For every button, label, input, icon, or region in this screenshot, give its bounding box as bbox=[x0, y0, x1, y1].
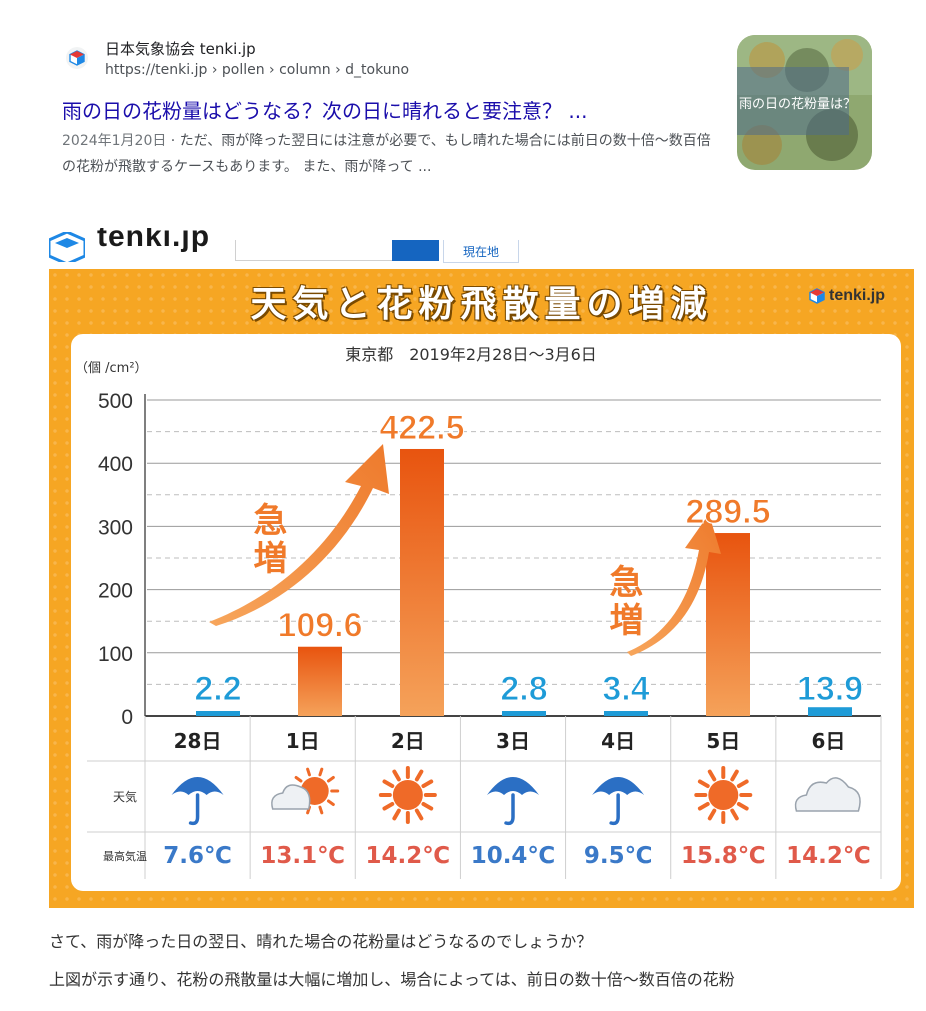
x-category-label: 1日 bbox=[286, 729, 320, 753]
site-name[interactable]: 日本気象協会 tenki.jp bbox=[105, 40, 256, 58]
x-category-label: 5日 bbox=[706, 729, 740, 753]
tenki-logo-text: tenki.jp bbox=[97, 228, 211, 253]
max-temp-value: 15.8℃ bbox=[681, 843, 766, 869]
y-tick-label: 300 bbox=[98, 516, 133, 539]
sun-icon bbox=[694, 766, 753, 824]
max-temp-value: 9.5℃ bbox=[584, 843, 653, 869]
y-tick-label: 200 bbox=[98, 580, 133, 603]
x-category-label: 2日 bbox=[391, 729, 425, 753]
bar-5日 bbox=[706, 533, 750, 716]
site-favicon-icon[interactable] bbox=[66, 47, 88, 69]
umbrella-icon bbox=[487, 777, 539, 826]
surge-arrow bbox=[209, 444, 389, 626]
y-tick-label: 400 bbox=[98, 453, 133, 476]
value-label: 3.4 bbox=[602, 670, 649, 708]
bar-6日 bbox=[808, 707, 852, 716]
cloud-sun-icon bbox=[271, 767, 340, 815]
surge-label: 急増 bbox=[247, 502, 287, 578]
infographic-brand: tenki.jp bbox=[809, 287, 885, 305]
y-tick-label: 0 bbox=[121, 706, 133, 729]
max-temp-value: 13.1℃ bbox=[260, 843, 345, 869]
chart-card: 東京都 2019年2月28日〜3月6日 （個 /cm²） 0 100 200 300 4… bbox=[71, 334, 901, 891]
umbrella-icon bbox=[592, 777, 645, 826]
result-title-link[interactable]: 雨の日の花粉量はどうなる？次の日に晴れると要注意？ ... bbox=[62, 99, 588, 123]
infographic-title: 天気と花粉飛散量の増減 bbox=[250, 284, 713, 325]
embedded-search-input[interactable] bbox=[235, 240, 393, 261]
brand-text: tenki.jp bbox=[829, 287, 886, 304]
article-line-1: さて、雨が降った日の翌日、晴れた場合の花粉量はどうなるのでしょうか？ bbox=[49, 932, 593, 951]
value-label: 422.5 bbox=[379, 409, 464, 447]
result-snippet: 2024年1月20日 · ただ、雨が降った翌日には注意が必要で、もし晴れた場合に… bbox=[62, 128, 722, 180]
y-tick-label: 500 bbox=[98, 390, 133, 413]
y-axis-unit: （個 /cm²） bbox=[75, 361, 148, 376]
x-category-label: 28日 bbox=[174, 729, 222, 753]
thumbnail-caption: 雨の日の花粉量は？ bbox=[739, 97, 857, 112]
sun-icon bbox=[378, 766, 437, 824]
article-line-2: 上図が示す通り、花粉の飛散量は大幅に増加し、場合によっては、前日の数十倍〜数百倍… bbox=[49, 970, 735, 989]
max-temp-value: 14.2℃ bbox=[366, 843, 451, 869]
result-date: 2024年1月20日 bbox=[62, 133, 167, 149]
search-result: 日本気象協会 tenki.jp https://tenki.jp › polle… bbox=[0, 0, 926, 200]
bar-2日 bbox=[400, 448, 444, 716]
value-label: 2.8 bbox=[500, 670, 547, 708]
pollen-bar-chart: 東京都 2019年2月28日〜3月6日 （個 /cm²） 0 100 200 300 4… bbox=[75, 345, 882, 879]
pollen-infographic: 天気と花粉飛散量の増減 tenki.jp 東京都 2019年2月28日〜3月6日… bbox=[49, 269, 914, 908]
y-tick-label: 100 bbox=[98, 643, 133, 666]
embedded-search-button[interactable] bbox=[392, 240, 439, 261]
bar-3日 bbox=[502, 711, 546, 716]
cloud-icon bbox=[794, 777, 861, 812]
embedded-header-strip: tenki.jp 現在地 bbox=[49, 228, 529, 266]
value-label: 2.2 bbox=[194, 670, 241, 708]
tenki-logo-icon bbox=[49, 230, 87, 266]
value-label: 13.9 bbox=[797, 670, 863, 708]
max-temp-value: 10.4℃ bbox=[471, 843, 556, 869]
bar-1日 bbox=[298, 646, 342, 716]
brand-logo-icon bbox=[809, 288, 825, 304]
chart-subtitle: 東京都 2019年2月28日〜3月6日 bbox=[345, 345, 597, 364]
bar-4日 bbox=[604, 711, 648, 716]
x-category-label: 3日 bbox=[496, 729, 530, 753]
bar-28日 bbox=[196, 711, 240, 716]
site-url[interactable]: https://tenki.jp › pollen › column › d_t… bbox=[105, 62, 410, 78]
max-temp-value: 14.2℃ bbox=[786, 843, 871, 869]
max-temp-value: 7.6℃ bbox=[163, 843, 232, 869]
weather-row-label: 天気 bbox=[113, 789, 137, 804]
umbrella-icon bbox=[171, 777, 224, 826]
temp-row-label: 最高気温 bbox=[103, 849, 147, 863]
current-location-button[interactable]: 現在地 bbox=[443, 240, 519, 263]
x-category-label: 6日 bbox=[811, 729, 845, 753]
snippet-text: · ただ、雨が降った翌日には注意が必要で、もし晴れた場合には前日の数十倍～数百倍… bbox=[62, 133, 711, 175]
value-label: 109.6 bbox=[277, 607, 362, 645]
value-label: 289.5 bbox=[685, 493, 770, 531]
surge-arrow bbox=[627, 514, 721, 656]
x-category-label: 4日 bbox=[601, 729, 635, 753]
result-thumbnail[interactable]: 雨の日の花粉量は？ bbox=[737, 35, 872, 170]
surge-label: 急増 bbox=[603, 564, 643, 640]
